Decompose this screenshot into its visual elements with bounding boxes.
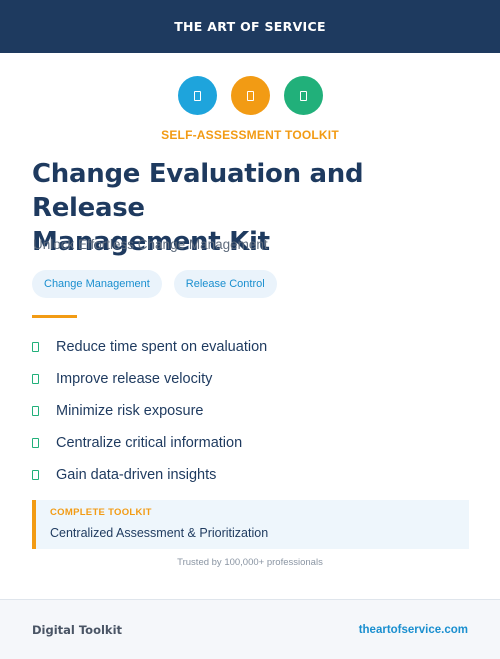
feature-list: Reduce time spent on evaluation Improve …	[32, 331, 267, 491]
website-link[interactable]: theartofservice.com	[358, 623, 468, 636]
document-icon	[230, 76, 270, 115]
check-icon	[32, 374, 39, 384]
toolkit-callout: COMPLETE TOOLKIT Centralized Assessment …	[32, 500, 469, 549]
check-icon	[32, 438, 39, 448]
check-icon	[32, 470, 39, 480]
footer-label: Digital Toolkit	[32, 622, 123, 637]
footer-bar: Digital Toolkit theartofservice.com	[0, 599, 500, 659]
tag-change-management: Change Management	[32, 270, 162, 298]
accent-divider	[32, 315, 77, 318]
top-banner: THE ART OF SERVICE	[0, 0, 500, 53]
list-item: Gain data-driven insights	[32, 459, 267, 491]
title-line-1: Change Evaluation and Release	[32, 159, 364, 223]
feature-text: Reduce time spent on evaluation	[56, 339, 268, 355]
title-line-2: Management Kit	[32, 227, 270, 257]
tag-release-control: Release Control	[173, 270, 277, 298]
check-icon	[32, 406, 39, 416]
trust-note: Trusted by 100,000+ professionals	[177, 557, 323, 568]
list-item: Improve release velocity	[32, 363, 267, 395]
list-item: Minimize risk exposure	[32, 395, 267, 427]
list-item: Reduce time spent on evaluation	[32, 331, 267, 363]
brand-name: THE ART OF SERVICE	[174, 19, 326, 34]
feature-text: Gain data-driven insights	[56, 467, 217, 483]
document-icon	[283, 76, 323, 115]
callout-label: COMPLETE TOOLKIT	[50, 507, 152, 518]
page-subtitle: Unlock Effortless Change Management	[33, 237, 268, 252]
check-icon	[32, 342, 39, 352]
tag-list: Change Management Release Control	[32, 270, 277, 298]
callout-text: Centralized Assessment & Prioritization	[50, 526, 269, 540]
list-item: Centralize critical information	[32, 427, 267, 459]
icon-row	[0, 76, 500, 115]
feature-text: Centralize critical information	[56, 435, 243, 451]
feature-text: Minimize risk exposure	[56, 403, 204, 419]
toolkit-kicker: SELF-ASSESSMENT TOOLKIT	[161, 128, 339, 142]
page-title: Change Evaluation and Release Management…	[32, 157, 472, 259]
document-icon	[177, 76, 217, 115]
feature-text: Improve release velocity	[56, 371, 213, 387]
